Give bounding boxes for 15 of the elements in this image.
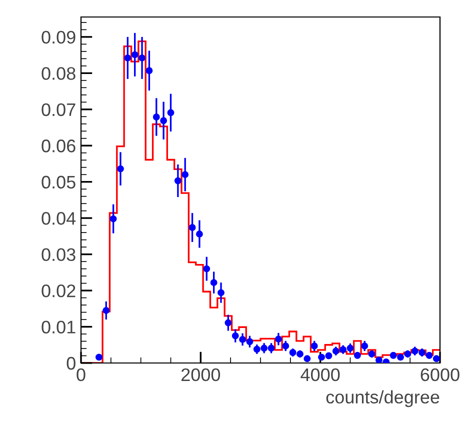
x-tick-label: 4000 xyxy=(300,368,340,382)
y-tick-label: 0.01 xyxy=(42,320,76,334)
y-tick-label: 0.02 xyxy=(42,284,76,298)
y-tick-label: 0.09 xyxy=(42,30,76,44)
x-tick-label: 2000 xyxy=(181,368,220,382)
y-tick-label: 0 xyxy=(66,356,76,370)
x-tick-label: 6000 xyxy=(420,368,460,382)
y-tick-label: 0.04 xyxy=(42,212,76,225)
x-axis-title: counts/degree xyxy=(326,390,440,408)
y-tick-label: 0.05 xyxy=(42,176,76,189)
y-tick-label: 0.06 xyxy=(42,140,76,152)
y-tick-label: 0.03 xyxy=(42,248,76,262)
x-tick-label: 0 xyxy=(76,368,86,382)
y-tick-label: 0.07 xyxy=(42,103,76,116)
y-tick-label: 0.08 xyxy=(42,67,76,80)
